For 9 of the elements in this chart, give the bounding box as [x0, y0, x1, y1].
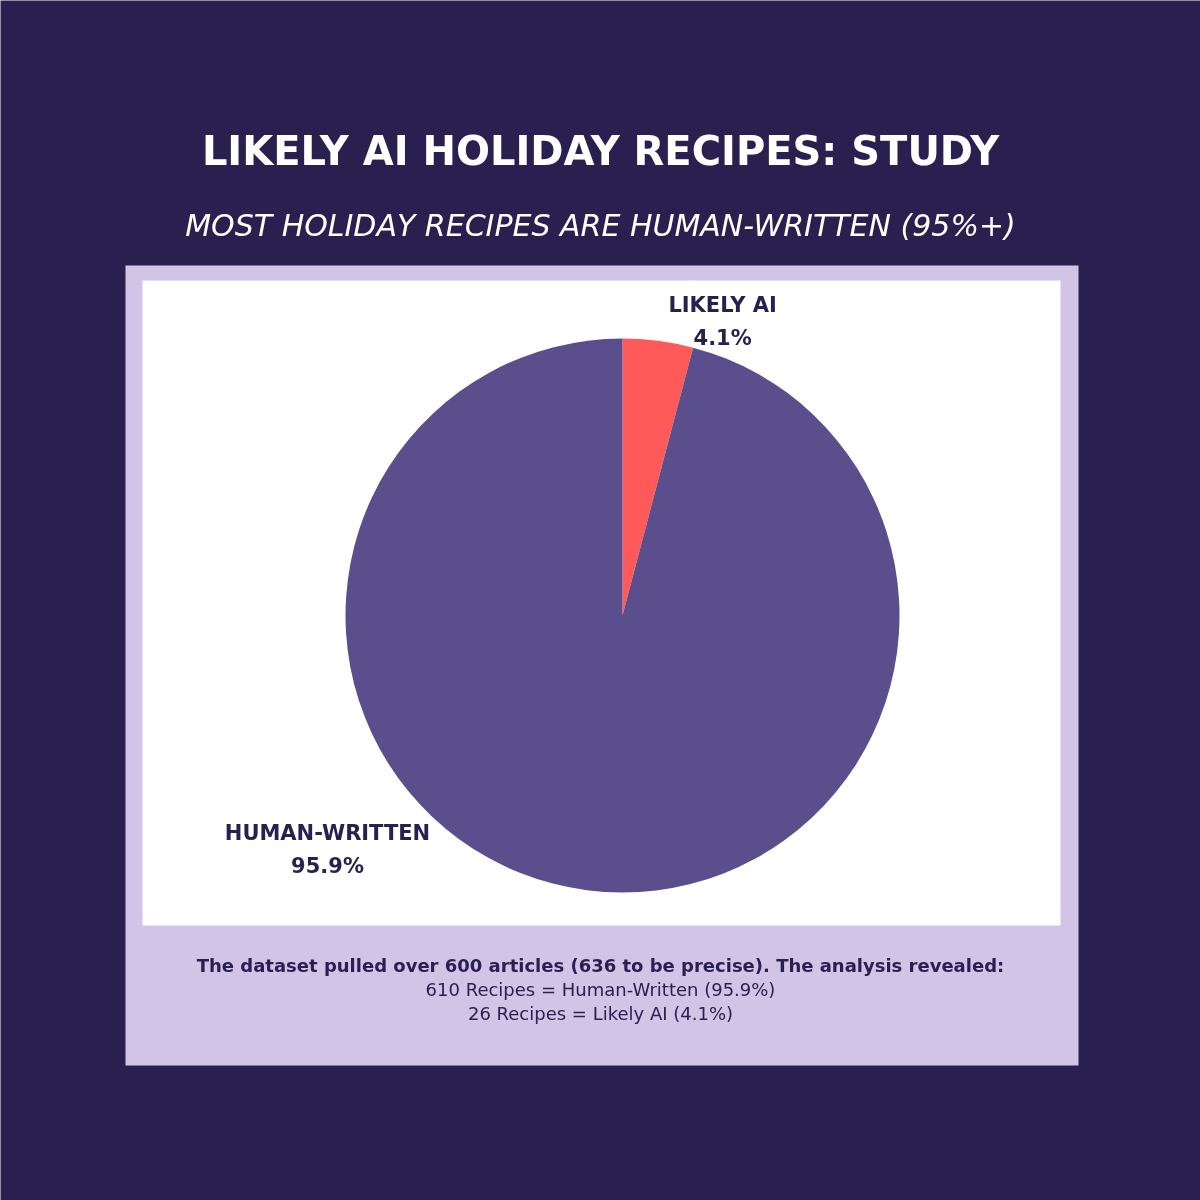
text: 610 Recipes = Human-Written (95.9%)	[425, 979, 776, 1000]
text: The dataset pulled over 600 articles (636 to be precise). The analysis revealed:	[196, 955, 1005, 976]
data-label: 95.9%	[291, 853, 364, 878]
chart-subtitle: MOST HOLIDAY RECIPES ARE HUMAN-WRITTEN (95%+)	[185, 208, 1016, 243]
text: 26 Recipes = Likely AI (4.1%)	[467, 1003, 734, 1024]
slice-label: LIKELY AI	[668, 292, 777, 317]
data-label: 4.1%	[693, 325, 752, 350]
slice-label: HUMAN-WRITTEN	[224, 820, 431, 845]
chart-title: LIKELY AI HOLIDAY RECIPES: STUDY	[201, 127, 1001, 174]
